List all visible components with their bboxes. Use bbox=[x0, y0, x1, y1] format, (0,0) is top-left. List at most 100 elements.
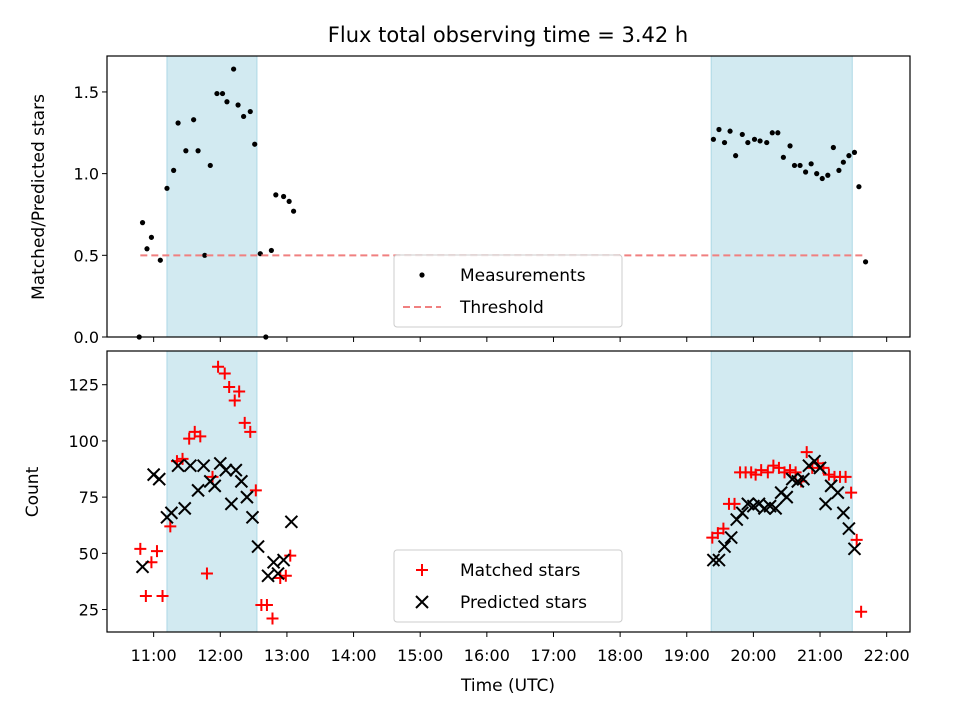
y-tick-label: 1.0 bbox=[74, 165, 99, 184]
measurements-point bbox=[819, 175, 825, 182]
measurements-point bbox=[802, 169, 809, 175]
x-tick-label: 18:00 bbox=[597, 646, 643, 665]
matched-stars-point bbox=[822, 468, 835, 481]
measurements-point bbox=[862, 259, 869, 265]
predicted-stars-point bbox=[847, 542, 862, 556]
matched-stars-point bbox=[134, 542, 147, 555]
predicted-stars-point bbox=[251, 539, 265, 554]
observing-window-1 bbox=[166, 55, 258, 338]
measurements-point bbox=[157, 257, 163, 263]
measurements-point bbox=[797, 162, 803, 169]
measurements-point bbox=[235, 102, 241, 108]
measurements-point bbox=[191, 117, 197, 123]
measurements-point bbox=[830, 144, 836, 151]
predicted-stars-point bbox=[818, 497, 833, 511]
measurements-point bbox=[780, 154, 786, 160]
y-tick-label: 100 bbox=[68, 432, 99, 451]
measurements-point bbox=[286, 198, 292, 205]
measurements-point bbox=[241, 113, 247, 120]
measurements-point bbox=[139, 220, 146, 226]
predicted-stars-point bbox=[717, 539, 732, 554]
observing-window-2 bbox=[710, 55, 853, 338]
predicted-stars-point bbox=[712, 553, 726, 567]
measurements-point bbox=[851, 149, 858, 155]
predicted-stars-point bbox=[152, 472, 166, 486]
axes-frame bbox=[106, 350, 911, 633]
measurements-point bbox=[787, 143, 793, 149]
legend-box bbox=[393, 549, 623, 623]
measurements-point bbox=[171, 167, 177, 173]
x-tick-label: 22:00 bbox=[864, 646, 910, 665]
top-panel: 0.0 0.5 1.0 1.5 Measurements Threshold bbox=[74, 55, 911, 347]
matched-stars-point bbox=[183, 432, 196, 445]
observing-window-1 bbox=[166, 350, 258, 633]
predicted-stars-point bbox=[284, 515, 299, 529]
measurements-point bbox=[856, 184, 862, 190]
predicted-stars-point bbox=[842, 521, 856, 536]
matched-stars-point bbox=[839, 470, 852, 483]
matched-stars-point bbox=[845, 486, 858, 499]
matched-stars-point bbox=[218, 367, 231, 380]
matched-stars-point bbox=[800, 446, 813, 459]
matched-stars-point bbox=[223, 380, 236, 393]
measurements-point bbox=[231, 66, 237, 72]
measurements-point bbox=[825, 172, 831, 178]
matched-stars-point bbox=[784, 464, 797, 477]
x-axis-label: Time (UTC) bbox=[460, 676, 555, 696]
matched-stars-point bbox=[139, 590, 152, 603]
matched-stars-point bbox=[274, 572, 287, 585]
predicted-stars-point bbox=[208, 479, 222, 493]
measurements-point bbox=[214, 90, 220, 97]
predicted-stars-point bbox=[836, 506, 851, 520]
matched-stars-point bbox=[778, 466, 791, 479]
measurements-point bbox=[745, 139, 751, 146]
x-tick-label: 13:00 bbox=[264, 646, 310, 665]
measurements-point bbox=[808, 161, 814, 167]
x-tick-label: 11:00 bbox=[131, 646, 177, 665]
measurements-point bbox=[710, 136, 717, 142]
x-tick-label: 21:00 bbox=[797, 646, 843, 665]
y-tick-label: 0.0 bbox=[74, 328, 99, 347]
matched-stars-point bbox=[284, 549, 297, 562]
measurements-point bbox=[836, 167, 842, 173]
predicted-stars-point bbox=[171, 458, 185, 473]
measurements-point bbox=[814, 171, 820, 177]
measurements-point bbox=[195, 148, 201, 154]
measurements-point bbox=[247, 108, 253, 115]
predicted-stars-point bbox=[178, 501, 192, 516]
measurements-point bbox=[721, 139, 728, 146]
x-tick-label: 15:00 bbox=[397, 646, 443, 665]
predicted-stars-point bbox=[245, 510, 260, 525]
bottom-y-axis-label: Count bbox=[23, 466, 43, 517]
measurements-point bbox=[846, 153, 852, 159]
measurements-point bbox=[775, 130, 781, 136]
measurements-point bbox=[207, 162, 213, 169]
matched-stars-point bbox=[200, 567, 213, 580]
predicted-stars-point bbox=[234, 474, 249, 489]
top-y-axis-label: Matched/Predicted stars bbox=[29, 94, 49, 300]
measurements-point bbox=[840, 159, 846, 165]
measurements-point bbox=[290, 208, 297, 214]
chart-title: Flux total observing time = 3.42 h bbox=[328, 23, 688, 47]
predicted-stars-point bbox=[735, 506, 749, 520]
legend-box bbox=[393, 254, 623, 328]
predicted-stars-point bbox=[271, 566, 285, 581]
matched-stars-point bbox=[728, 497, 741, 510]
predicted-stars-point bbox=[224, 497, 239, 511]
matched-stars-point bbox=[850, 533, 863, 546]
matched-stars-point bbox=[228, 394, 241, 407]
matched-stars-point bbox=[206, 470, 219, 483]
predicted-stars-point bbox=[831, 485, 845, 500]
predicted-stars-point bbox=[724, 530, 738, 545]
predicted-stars-point bbox=[706, 553, 721, 567]
measurements-point bbox=[252, 141, 258, 147]
measurements-point bbox=[175, 120, 181, 126]
predicted-stars-point bbox=[780, 490, 794, 504]
matched-stars-point bbox=[260, 599, 273, 612]
axes-frame bbox=[106, 55, 911, 338]
measurements-point bbox=[144, 246, 150, 252]
measurements-point bbox=[764, 139, 770, 146]
matched-stars-point bbox=[767, 459, 780, 472]
measurements-point bbox=[751, 136, 758, 142]
measurements-point bbox=[164, 185, 170, 191]
